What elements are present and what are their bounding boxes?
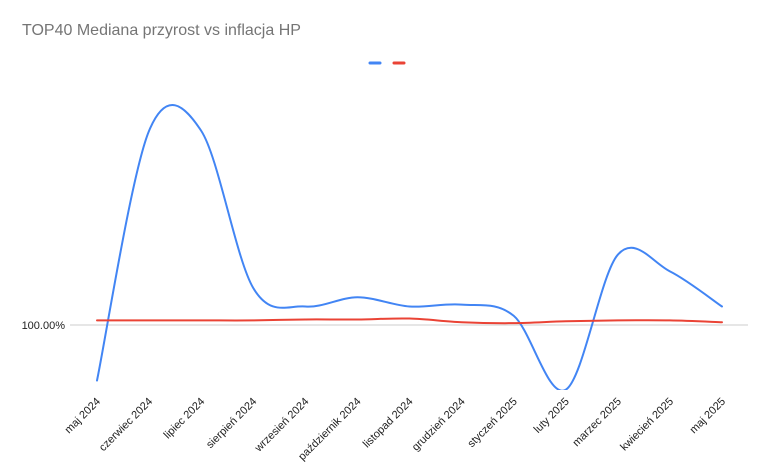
series-2-line	[96, 317, 723, 325]
x-tick-label: listopad 2024	[361, 396, 416, 451]
x-tick-label: marzec 2025	[571, 396, 624, 449]
x-tick-label: styczeń 2025	[465, 396, 519, 450]
x-tick-label: wrzesień 2024	[252, 396, 311, 455]
y-tick-label: 100.00%	[22, 320, 66, 332]
series-1	[96, 104, 723, 390]
x-tick-label: maj 2025	[688, 396, 728, 436]
x-tick-label: grudzień 2024	[410, 396, 468, 454]
x-tick-label: maj 2024	[63, 396, 103, 436]
x-tick-label: sierpień 2024	[204, 396, 259, 451]
x-tick-label: lipiec 2024	[162, 396, 208, 442]
x-tick-label: kwiecień 2025	[618, 396, 676, 454]
x-tick-label: luty 2025	[532, 396, 572, 436]
x-tick-label: czerwiec 2024	[97, 396, 155, 454]
series-1-line	[96, 104, 723, 390]
series-2	[96, 317, 723, 325]
chart-title: TOP40 Mediana przyrost vs inflacja HP	[22, 22, 301, 39]
